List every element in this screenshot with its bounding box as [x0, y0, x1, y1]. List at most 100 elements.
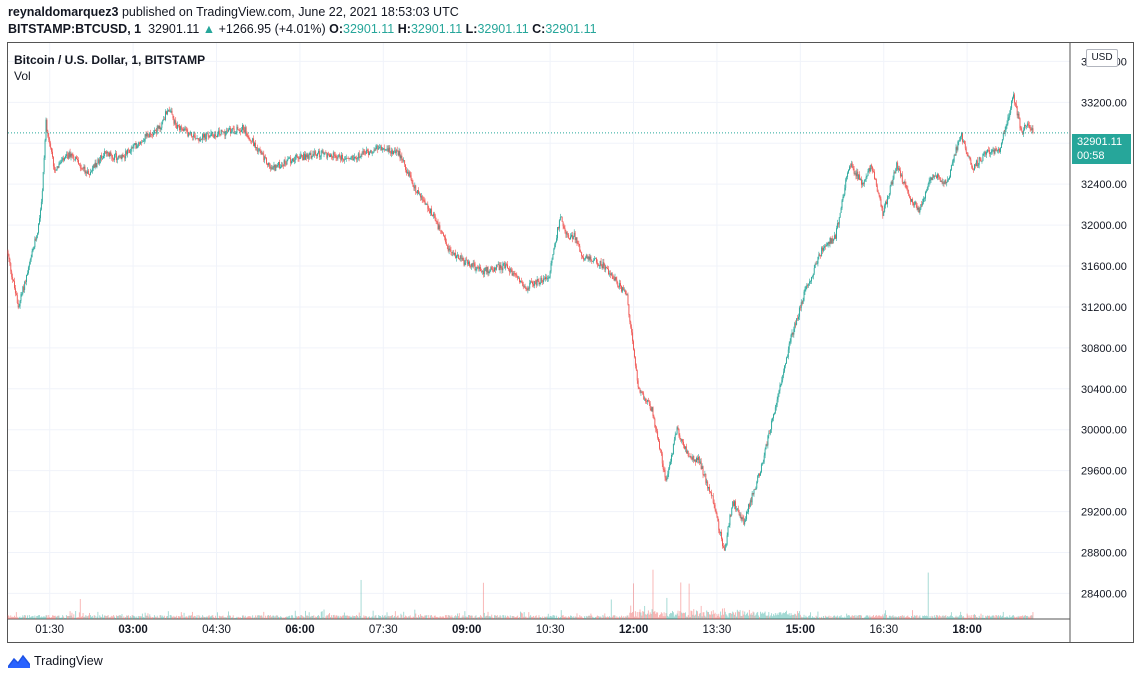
volume-bar [834, 615, 836, 619]
candle-body [40, 201, 42, 210]
candle-body [1030, 129, 1032, 130]
candle-body [107, 151, 109, 153]
volume-bar [992, 615, 994, 619]
candle-body [165, 111, 166, 120]
candle-body [334, 154, 336, 156]
volume-bar [491, 614, 493, 619]
volume-bar [28, 615, 30, 619]
volume-bar [935, 617, 937, 619]
volume-bar [875, 615, 877, 619]
candle-body [423, 199, 425, 201]
candle-body [187, 131, 189, 137]
volume-legend[interactable]: Vol [14, 69, 31, 83]
candle-body [925, 190, 927, 193]
candle-body [722, 538, 723, 547]
candle-body [276, 165, 278, 167]
volume-bar [534, 616, 536, 619]
volume-bar [585, 615, 587, 619]
brand[interactable]: TradingView [8, 653, 103, 669]
volume-bar [18, 617, 20, 619]
candle-body [1027, 123, 1029, 126]
candle-body [343, 159, 344, 161]
volume-bar [133, 615, 135, 619]
volume-bar [810, 612, 811, 619]
volume-bar [729, 612, 731, 619]
publisher-name[interactable]: reynaldomarquez3 [8, 5, 119, 19]
candle-body [58, 163, 60, 168]
candle-body [300, 154, 302, 157]
volume-bar [814, 617, 816, 619]
candle-body [483, 269, 485, 275]
volume-bar [117, 615, 119, 619]
volume-bar [1022, 615, 1024, 619]
volume-bar [201, 616, 203, 619]
candle-body [42, 172, 44, 191]
candle-body [179, 126, 181, 131]
candle-body [935, 175, 937, 177]
volume-bar [353, 616, 355, 619]
volume-bar [27, 615, 28, 619]
symbol-label[interactable]: BITSTAMP:BTCUSD, 1 [8, 22, 142, 36]
volume-bar [899, 616, 900, 619]
volume-bar [1024, 615, 1026, 619]
candle-body [782, 375, 784, 381]
volume-bar [811, 616, 813, 619]
candle-body [215, 134, 217, 137]
currency-button[interactable]: USD [1086, 49, 1118, 67]
volume-bar [300, 615, 302, 619]
volume-bar [148, 616, 150, 619]
candle-body [294, 156, 296, 161]
volume-bar [68, 615, 70, 619]
volume-bar [129, 616, 131, 619]
candle-body [773, 412, 775, 415]
candle-body [208, 136, 210, 138]
candle-body [489, 270, 491, 273]
volume-bar [711, 614, 713, 619]
candle-body [254, 142, 256, 149]
candle-body [23, 286, 25, 290]
candle-body [304, 153, 305, 160]
volume-bar [690, 610, 692, 619]
volume-bar [276, 615, 278, 619]
low-value: 32901.11 [477, 22, 529, 36]
candle-body [1012, 97, 1013, 101]
volume-bar [73, 614, 75, 619]
volume-bar [1021, 616, 1023, 619]
chart-legend-title[interactable]: Bitcoin / U.S. Dollar, 1, BITSTAMP [14, 53, 206, 67]
volume-bar [765, 615, 767, 619]
volume-bar [611, 616, 613, 619]
candle-body [385, 149, 387, 150]
candle-body [994, 148, 996, 154]
candle-body [659, 441, 660, 449]
candle-body [256, 147, 258, 152]
low-label: L: [465, 22, 478, 36]
volume-bar [219, 616, 221, 619]
volume-bar [686, 616, 688, 619]
candle-body [666, 478, 668, 481]
volume-bar [560, 610, 562, 619]
volume-bar [778, 612, 780, 619]
candle-body [560, 216, 562, 218]
volume-bar [410, 617, 412, 619]
volume-bar [987, 615, 988, 619]
volume-bar [654, 610, 656, 619]
volume-bar [382, 617, 384, 619]
volume-bar [604, 613, 606, 619]
volume-bar [170, 615, 172, 619]
volume-bar [983, 617, 985, 619]
candle-body [721, 532, 723, 539]
candle-body [697, 457, 698, 461]
volume-bar [618, 617, 620, 619]
candle-body [181, 129, 183, 130]
candle-body [496, 264, 498, 266]
volume-bar [490, 616, 492, 619]
volume-bar [680, 582, 682, 619]
candle-body [583, 258, 585, 260]
candle-body [498, 264, 500, 270]
y-tick-label: 28400.00 [1081, 588, 1127, 600]
volume-bar [400, 613, 402, 619]
volume-bar [351, 616, 353, 619]
candle-body [912, 199, 913, 203]
candle-body [545, 277, 546, 280]
